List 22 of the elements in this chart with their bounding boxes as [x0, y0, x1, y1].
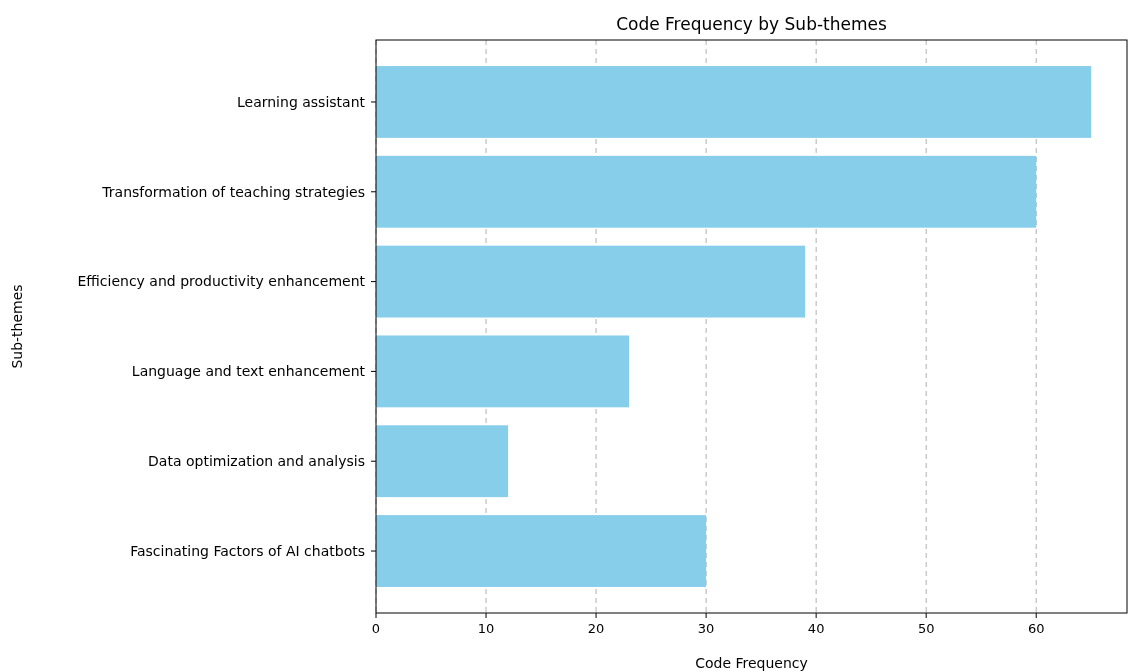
x-tick-label: 20	[587, 621, 605, 636]
x-tick-label: 40	[807, 621, 825, 636]
y-tick-label: Efficiency and productivity enhancement	[77, 273, 366, 290]
y-tick-label: Language and text enhancement	[131, 363, 366, 380]
x-tick-label: 10	[477, 621, 495, 636]
x-tick-label: 60	[1027, 621, 1045, 636]
y-tick-label: Transformation of teaching strategies	[101, 183, 365, 200]
y-tick-label: Data optimization and analysis	[148, 453, 365, 470]
bar	[376, 155, 1037, 228]
x-tick-label: 30	[697, 621, 715, 636]
bar	[376, 425, 509, 498]
bar	[376, 515, 707, 587]
x-tick-label: 50	[917, 621, 935, 636]
chart-title: Code Frequency by Sub-themes	[616, 14, 887, 34]
y-tick-label: Learning assistant	[236, 93, 366, 110]
bar	[376, 335, 630, 408]
y-tick-label: Fascinating Factors of AI chatbots	[130, 542, 365, 559]
x-axis-title: Code Frequency	[695, 655, 808, 671]
x-tick-label: 0	[371, 621, 381, 636]
bar	[376, 245, 806, 318]
bar	[376, 66, 1092, 138]
y-axis-title: Sub-themes	[9, 284, 25, 369]
